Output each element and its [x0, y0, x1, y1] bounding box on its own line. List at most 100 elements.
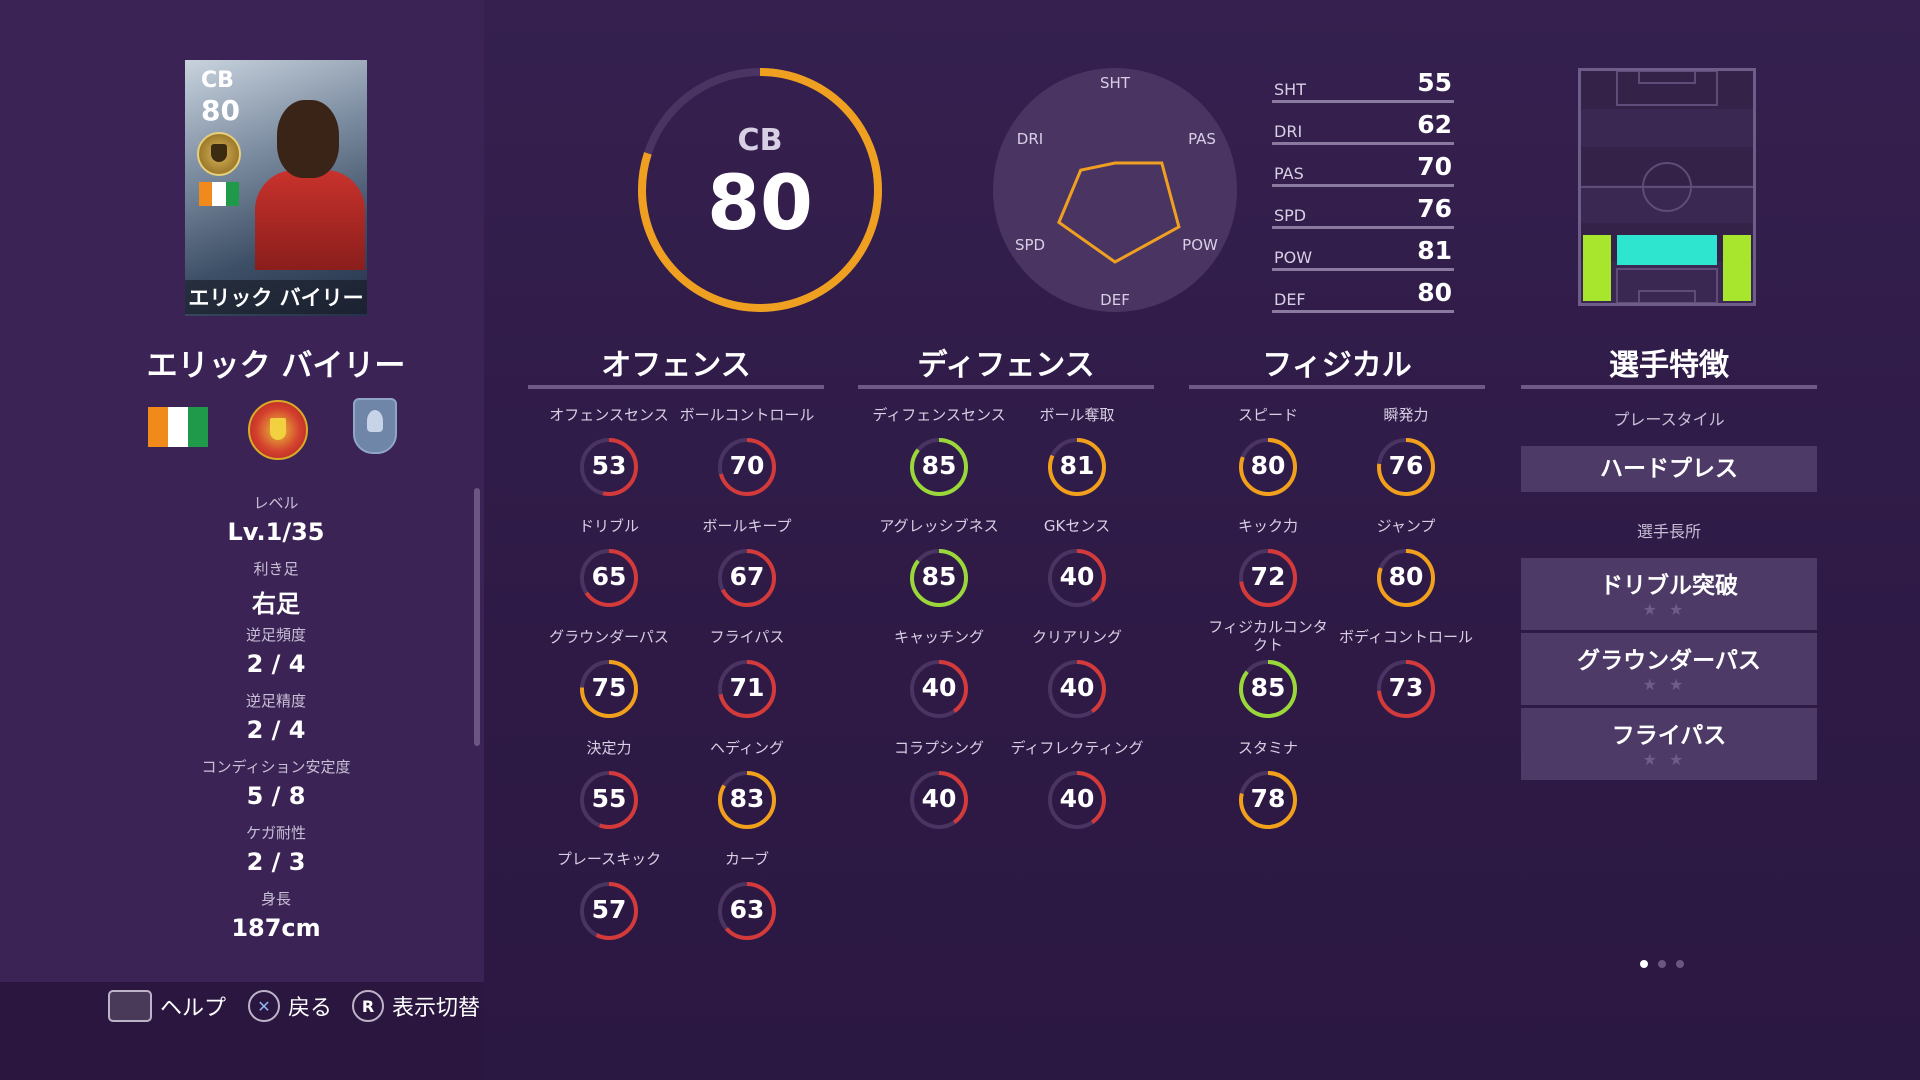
attr-label: フライパス	[709, 628, 785, 646]
stat-row-spd: SPD 76	[1272, 192, 1454, 229]
attr-ring	[1239, 438, 1297, 496]
attr-value: 85	[921, 562, 957, 591]
attr-offensive-awareness: オフェンスセンス 53	[534, 406, 684, 511]
stat-label: SHT	[1274, 80, 1306, 99]
injury-resistance-value: 2 / 3	[246, 848, 306, 876]
skill-item[interactable]: グラウンダーパス ★★	[1521, 633, 1817, 705]
attr-defensive-awareness: ディフェンスセンス 85	[864, 406, 1014, 511]
attr-gk-reflexes: コラプシング 40	[864, 739, 1014, 844]
radar-label-pow: POW	[1182, 236, 1218, 254]
attr-ring	[580, 660, 638, 718]
playstyle-value: ハードプレス	[1600, 456, 1738, 482]
stat-row-pas: PAS 70	[1272, 150, 1454, 187]
attr-ring	[1239, 660, 1297, 718]
strong-foot-label: 利き足	[253, 560, 299, 578]
attr-ring	[910, 660, 968, 718]
overall-position: CB	[737, 123, 783, 158]
attr-value: 53	[591, 451, 627, 480]
attr-label: ディフレクティング	[1010, 739, 1144, 757]
attr-ball-control: ボールコントロール 70	[672, 406, 822, 511]
attr-ring	[580, 771, 638, 829]
page-dot-active[interactable]	[1640, 960, 1648, 968]
height-value: 187cm	[231, 914, 321, 942]
attr-label: アグレッシブネス	[879, 517, 999, 535]
attr-label: コラプシング	[893, 739, 984, 757]
attr-value: 83	[729, 784, 765, 813]
attr-ring	[718, 882, 776, 940]
physical-underline	[1189, 385, 1485, 389]
attr-ring	[718, 771, 776, 829]
skill-name: グラウンダーパス	[1577, 648, 1761, 674]
injury-resistance-label: ケガ耐性	[245, 824, 306, 842]
attr-ring	[1377, 549, 1435, 607]
profile-scrollbar[interactable]	[474, 488, 480, 746]
attr-value: 75	[591, 673, 627, 702]
back-button[interactable]: ✕ 戻る	[248, 990, 332, 1022]
attr-label: ボール奪取	[1039, 406, 1115, 424]
offense-underline	[528, 385, 824, 389]
attr-gk-catching: キャッチング 40	[864, 628, 1014, 733]
position-map	[1578, 68, 1756, 306]
attr-kicking-power: キック力 72	[1193, 517, 1343, 622]
attr-value: 40	[1059, 562, 1095, 591]
attr-label: オフェンスセンス	[549, 406, 669, 424]
player-photo	[255, 90, 365, 270]
form-value: 5 / 8	[246, 782, 306, 810]
attr-label: ディフェンスセンス	[872, 406, 1006, 424]
attr-jump: ジャンプ 80	[1331, 517, 1481, 622]
attr-aggression: アグレッシブネス 85	[864, 517, 1014, 622]
attr-heading: ヘディング 83	[672, 739, 822, 844]
traits-underline	[1521, 385, 1817, 389]
attr-place-kicking: プレースキック 57	[534, 850, 684, 955]
attr-label: ボールキープ	[702, 517, 792, 535]
form-label: コンディション安定度	[201, 758, 351, 776]
attr-value: 57	[591, 895, 627, 924]
page-indicator[interactable]	[1640, 960, 1684, 968]
attr-ring	[580, 549, 638, 607]
defense-header: ディフェンス	[917, 348, 1095, 383]
help-button[interactable]: ヘルプ	[108, 990, 226, 1022]
attr-value: 73	[1388, 673, 1424, 702]
stat-value: 70	[1417, 152, 1452, 181]
card-position: CB	[201, 68, 234, 93]
radar-label-def: DEF	[1100, 291, 1130, 309]
traits-header: 選手特徴	[1609, 348, 1729, 383]
skill-item[interactable]: フライパス ★★	[1521, 708, 1817, 780]
playstyle-box[interactable]: ハードプレス	[1521, 446, 1817, 492]
page-dot[interactable]	[1676, 960, 1684, 968]
back-label: 戻る	[288, 996, 333, 1021]
stat-label: PAS	[1274, 164, 1304, 183]
attr-label: スピード	[1237, 406, 1298, 424]
attr-gk-clearing: クリアリング 40	[1002, 628, 1152, 733]
skills-label: 選手長所	[1636, 522, 1701, 541]
attr-ring	[1048, 771, 1106, 829]
page-dot[interactable]	[1658, 960, 1666, 968]
attr-label: キャッチング	[893, 628, 984, 646]
attr-label: 決定力	[586, 739, 632, 757]
attr-ring	[718, 660, 776, 718]
attr-label: ドリブル	[578, 517, 639, 535]
stat-value: 55	[1417, 68, 1452, 97]
attr-value: 40	[1059, 673, 1095, 702]
player-card: CB 80 エリック バイリー	[185, 60, 367, 316]
height-label: 身長	[260, 890, 291, 908]
toggle-view-button[interactable]: R 表示切替	[352, 990, 480, 1022]
attr-label: キック力	[1237, 517, 1298, 535]
stat-row-pow: POW 81	[1272, 234, 1454, 271]
attr-value: 40	[921, 784, 957, 813]
weak-foot-usage-label: 逆足頻度	[245, 626, 306, 644]
attr-ring	[1048, 549, 1106, 607]
attr-dribbling: ドリブル 65	[534, 517, 684, 622]
stat-value: 76	[1417, 194, 1452, 223]
attr-ring	[910, 771, 968, 829]
star-icons: ★★	[1642, 750, 1696, 769]
attr-low-pass: グラウンダーパス 75	[534, 628, 684, 733]
skill-name: フライパス	[1611, 723, 1727, 749]
touchpad-icon	[108, 990, 152, 1022]
league-logo-icon	[353, 398, 397, 454]
attr-ring	[1377, 660, 1435, 718]
stat-value: 80	[1417, 278, 1452, 307]
weak-foot-accuracy-label: 逆足精度	[245, 692, 306, 710]
skill-item[interactable]: ドリブル突破 ★★	[1521, 558, 1817, 630]
level-value: Lv.1/35	[227, 518, 325, 546]
